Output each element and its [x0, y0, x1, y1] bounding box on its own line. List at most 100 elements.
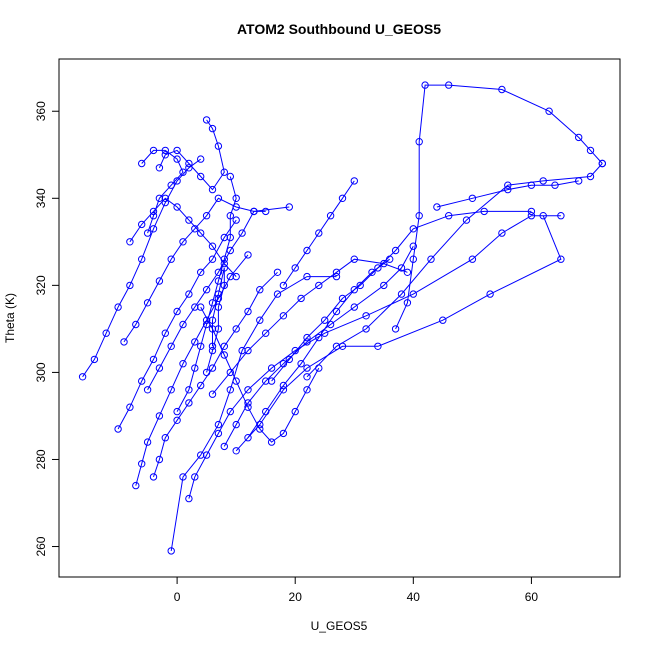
data-point: [149, 146, 158, 155]
series-1: [167, 272, 341, 555]
data-point: [303, 364, 311, 372]
data-point: [244, 403, 252, 411]
series-19: [149, 268, 282, 481]
series-line: [200, 306, 320, 443]
series-line: [170, 276, 337, 551]
data-point: [232, 447, 240, 455]
data-point: [185, 399, 193, 407]
data-point: [362, 312, 370, 320]
data-point: [262, 207, 270, 216]
data-point: [285, 355, 293, 364]
series-layer: [78, 81, 606, 555]
data-point: [338, 294, 347, 303]
series-12: [155, 116, 229, 194]
data-point: [214, 325, 223, 333]
data-point: [155, 164, 164, 172]
data-point: [480, 207, 488, 216]
data-point: [143, 386, 152, 394]
series-22: [126, 194, 240, 281]
data-point: [468, 194, 477, 203]
data-point: [291, 264, 299, 272]
data-point: [161, 146, 170, 155]
data-point: [374, 342, 382, 350]
data-point: [161, 434, 170, 442]
data-point: [208, 346, 217, 355]
y-tick-label: 340: [34, 188, 48, 208]
data-point: [167, 547, 175, 555]
data-point: [433, 203, 441, 211]
data-point: [78, 373, 87, 381]
y-tick-label: 260: [34, 536, 48, 556]
data-point: [149, 473, 158, 481]
data-point: [232, 272, 240, 281]
data-point: [303, 246, 311, 255]
data-point: [303, 333, 311, 342]
data-point: [397, 290, 406, 298]
series-line: [247, 258, 390, 438]
data-point: [527, 207, 536, 216]
data-point: [350, 303, 358, 311]
data-point: [303, 272, 311, 281]
data-point: [214, 290, 223, 298]
data-point: [132, 481, 140, 490]
data-point: [220, 351, 229, 359]
series-20: [279, 177, 358, 290]
data-point: [214, 429, 223, 438]
data-point: [409, 255, 417, 263]
series-line: [212, 258, 408, 395]
data-point: [409, 290, 417, 298]
data-point: [208, 390, 217, 398]
data-point: [315, 333, 323, 342]
x-tick-label: 60: [525, 590, 539, 604]
data-point: [161, 198, 170, 207]
data-point: [208, 124, 217, 133]
data-point: [226, 172, 235, 181]
data-point: [185, 164, 193, 172]
data-point: [126, 238, 134, 246]
data-point: [173, 155, 181, 163]
series-3: [114, 216, 240, 433]
data-point: [208, 364, 217, 372]
series-line: [271, 210, 532, 382]
data-point: [191, 364, 199, 372]
data-point: [244, 346, 252, 355]
data-point: [155, 364, 164, 372]
data-point: [138, 255, 146, 263]
data-point: [226, 233, 235, 242]
series-line: [223, 245, 414, 447]
data-point: [598, 159, 606, 168]
data-point: [332, 307, 341, 316]
data-point: [232, 203, 240, 211]
data-point: [220, 259, 229, 268]
data-point: [161, 194, 170, 203]
data-point: [557, 212, 565, 220]
data-point: [179, 473, 187, 481]
data-point: [403, 268, 412, 276]
data-point: [185, 216, 193, 224]
data-point: [244, 251, 252, 259]
data-point: [191, 225, 199, 233]
data-point: [138, 377, 146, 385]
series-10: [173, 172, 240, 416]
series-line: [153, 271, 278, 478]
data-point: [226, 272, 235, 281]
data-point: [321, 316, 329, 324]
data-point: [173, 416, 181, 424]
data-point: [551, 181, 559, 189]
data-point: [291, 346, 299, 355]
data-point: [439, 316, 447, 324]
data-point: [462, 216, 471, 224]
data-point: [191, 338, 199, 346]
data-point: [262, 407, 270, 416]
series-5: [185, 212, 565, 503]
data-point: [315, 281, 323, 290]
series-23: [202, 264, 229, 377]
data-point: [279, 312, 288, 320]
data-point: [208, 342, 217, 350]
series-line: [147, 210, 266, 391]
data-point: [114, 425, 122, 433]
data-point: [143, 229, 152, 237]
y-axis: 260 280 300 320 340 360: [34, 101, 59, 557]
data-point: [279, 381, 288, 390]
data-point: [575, 177, 583, 185]
